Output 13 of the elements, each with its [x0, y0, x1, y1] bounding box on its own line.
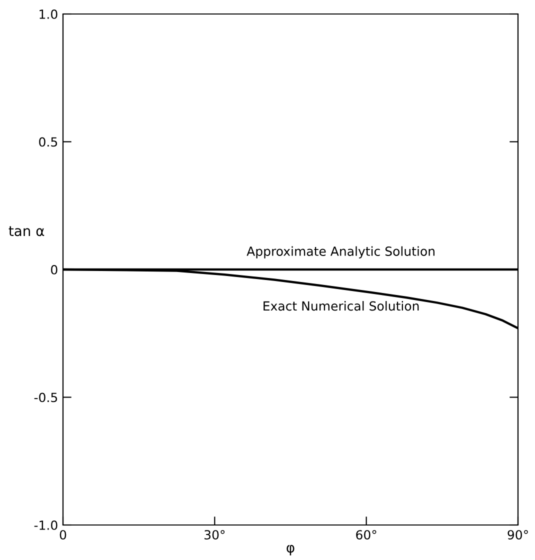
x-tick-label: 30°: [204, 530, 225, 540]
y-tick-label: -0.5: [34, 392, 58, 402]
y-tick-label: 0: [51, 264, 58, 274]
x-tick-label: 0: [60, 530, 66, 540]
x-axis-title: φ: [286, 544, 294, 556]
annotation: Approximate Analytic Solution: [246, 246, 434, 258]
x-tick-label: 60°: [356, 530, 376, 540]
x-tick-label: 90°: [508, 530, 528, 540]
y-tick-label: -1.0: [34, 520, 58, 530]
y-tick-label: 1.0: [40, 9, 58, 19]
y-tick-label: 0.5: [39, 137, 58, 147]
annotation: Exact Numerical Solution: [264, 301, 419, 311]
y-axis-title: tan α: [8, 226, 44, 236]
